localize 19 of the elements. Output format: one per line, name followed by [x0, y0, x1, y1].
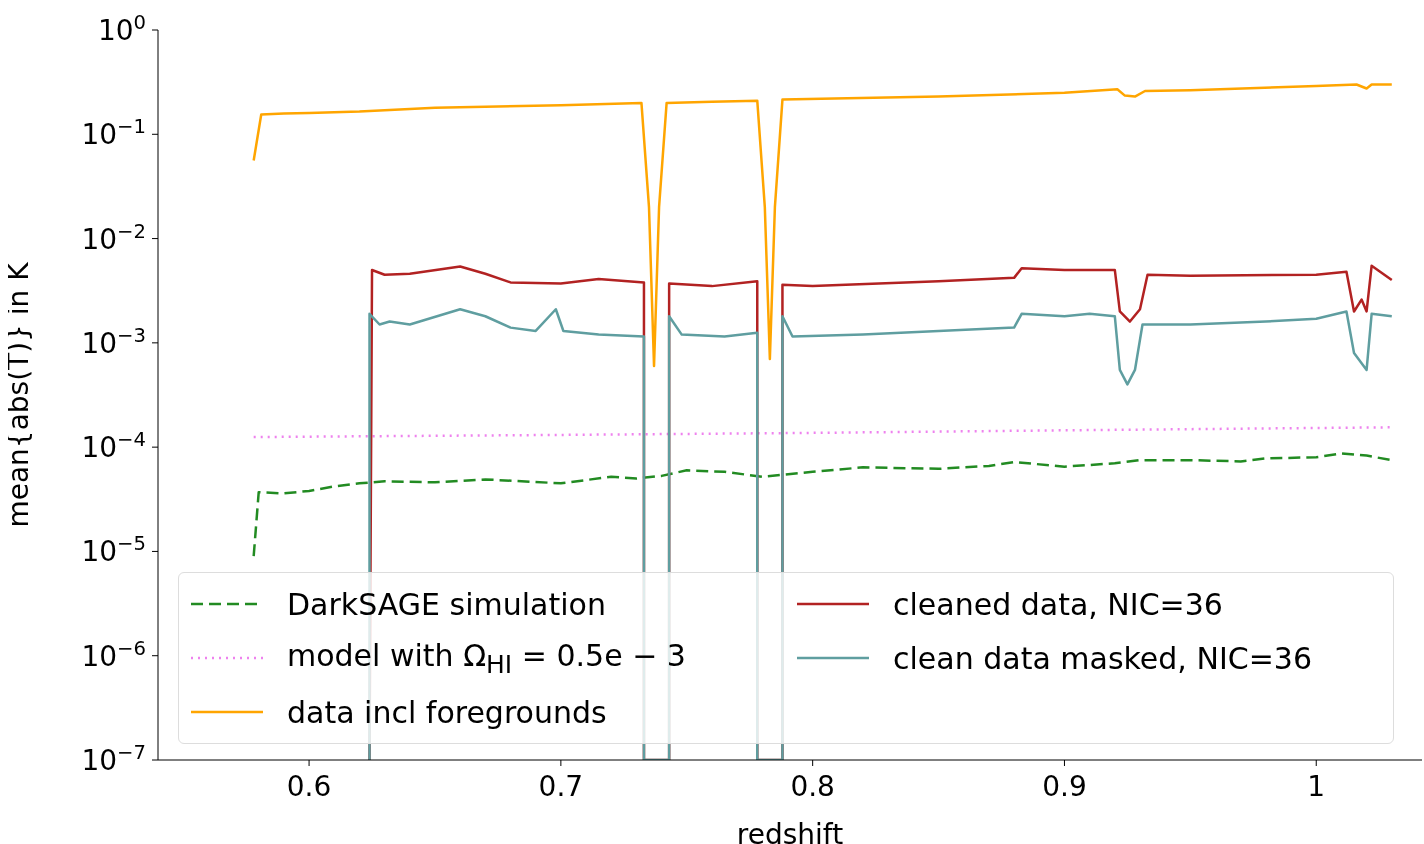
legend-label: clean data masked, NIC=36: [893, 640, 1312, 676]
legend-label: data incl foregrounds: [287, 694, 607, 730]
x-tick-label: 1: [1307, 770, 1326, 803]
y-tick-label: 10$^{−4}$: [81, 427, 146, 465]
x-tick-label: 0.8: [790, 770, 835, 803]
y-tick-label: 10$^{−2}$: [81, 219, 146, 256]
x-tick-label: 0.6: [286, 770, 332, 803]
y-tick-label: 10$^{−7}$: [81, 740, 146, 777]
legend-label: DarkSAGE simulation: [287, 586, 606, 622]
x-axis-title: redshift: [736, 818, 844, 844]
legend-label: model with Ω$_{HI}$ = 0.5e − 3: [287, 637, 686, 679]
y-tick-label: 10$^{−5}$: [81, 531, 146, 569]
legend-label: cleaned data, NIC=36: [893, 586, 1223, 622]
x-tick-label: 0.7: [538, 770, 584, 803]
y-tick-label: 10$^{−6}$: [81, 636, 146, 673]
y-tick-label: 10$^{0}$: [97, 10, 146, 47]
x-tick-label: 0.9: [1042, 770, 1087, 803]
y-tick-label: 10$^{−3}$: [81, 323, 146, 360]
y-tick-label: 10$^{−1}$: [81, 114, 146, 152]
